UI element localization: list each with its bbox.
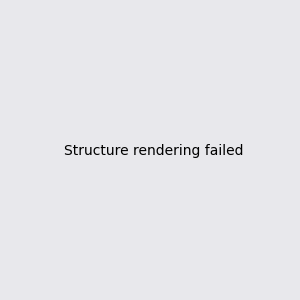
Text: Structure rendering failed: Structure rendering failed (64, 145, 244, 158)
